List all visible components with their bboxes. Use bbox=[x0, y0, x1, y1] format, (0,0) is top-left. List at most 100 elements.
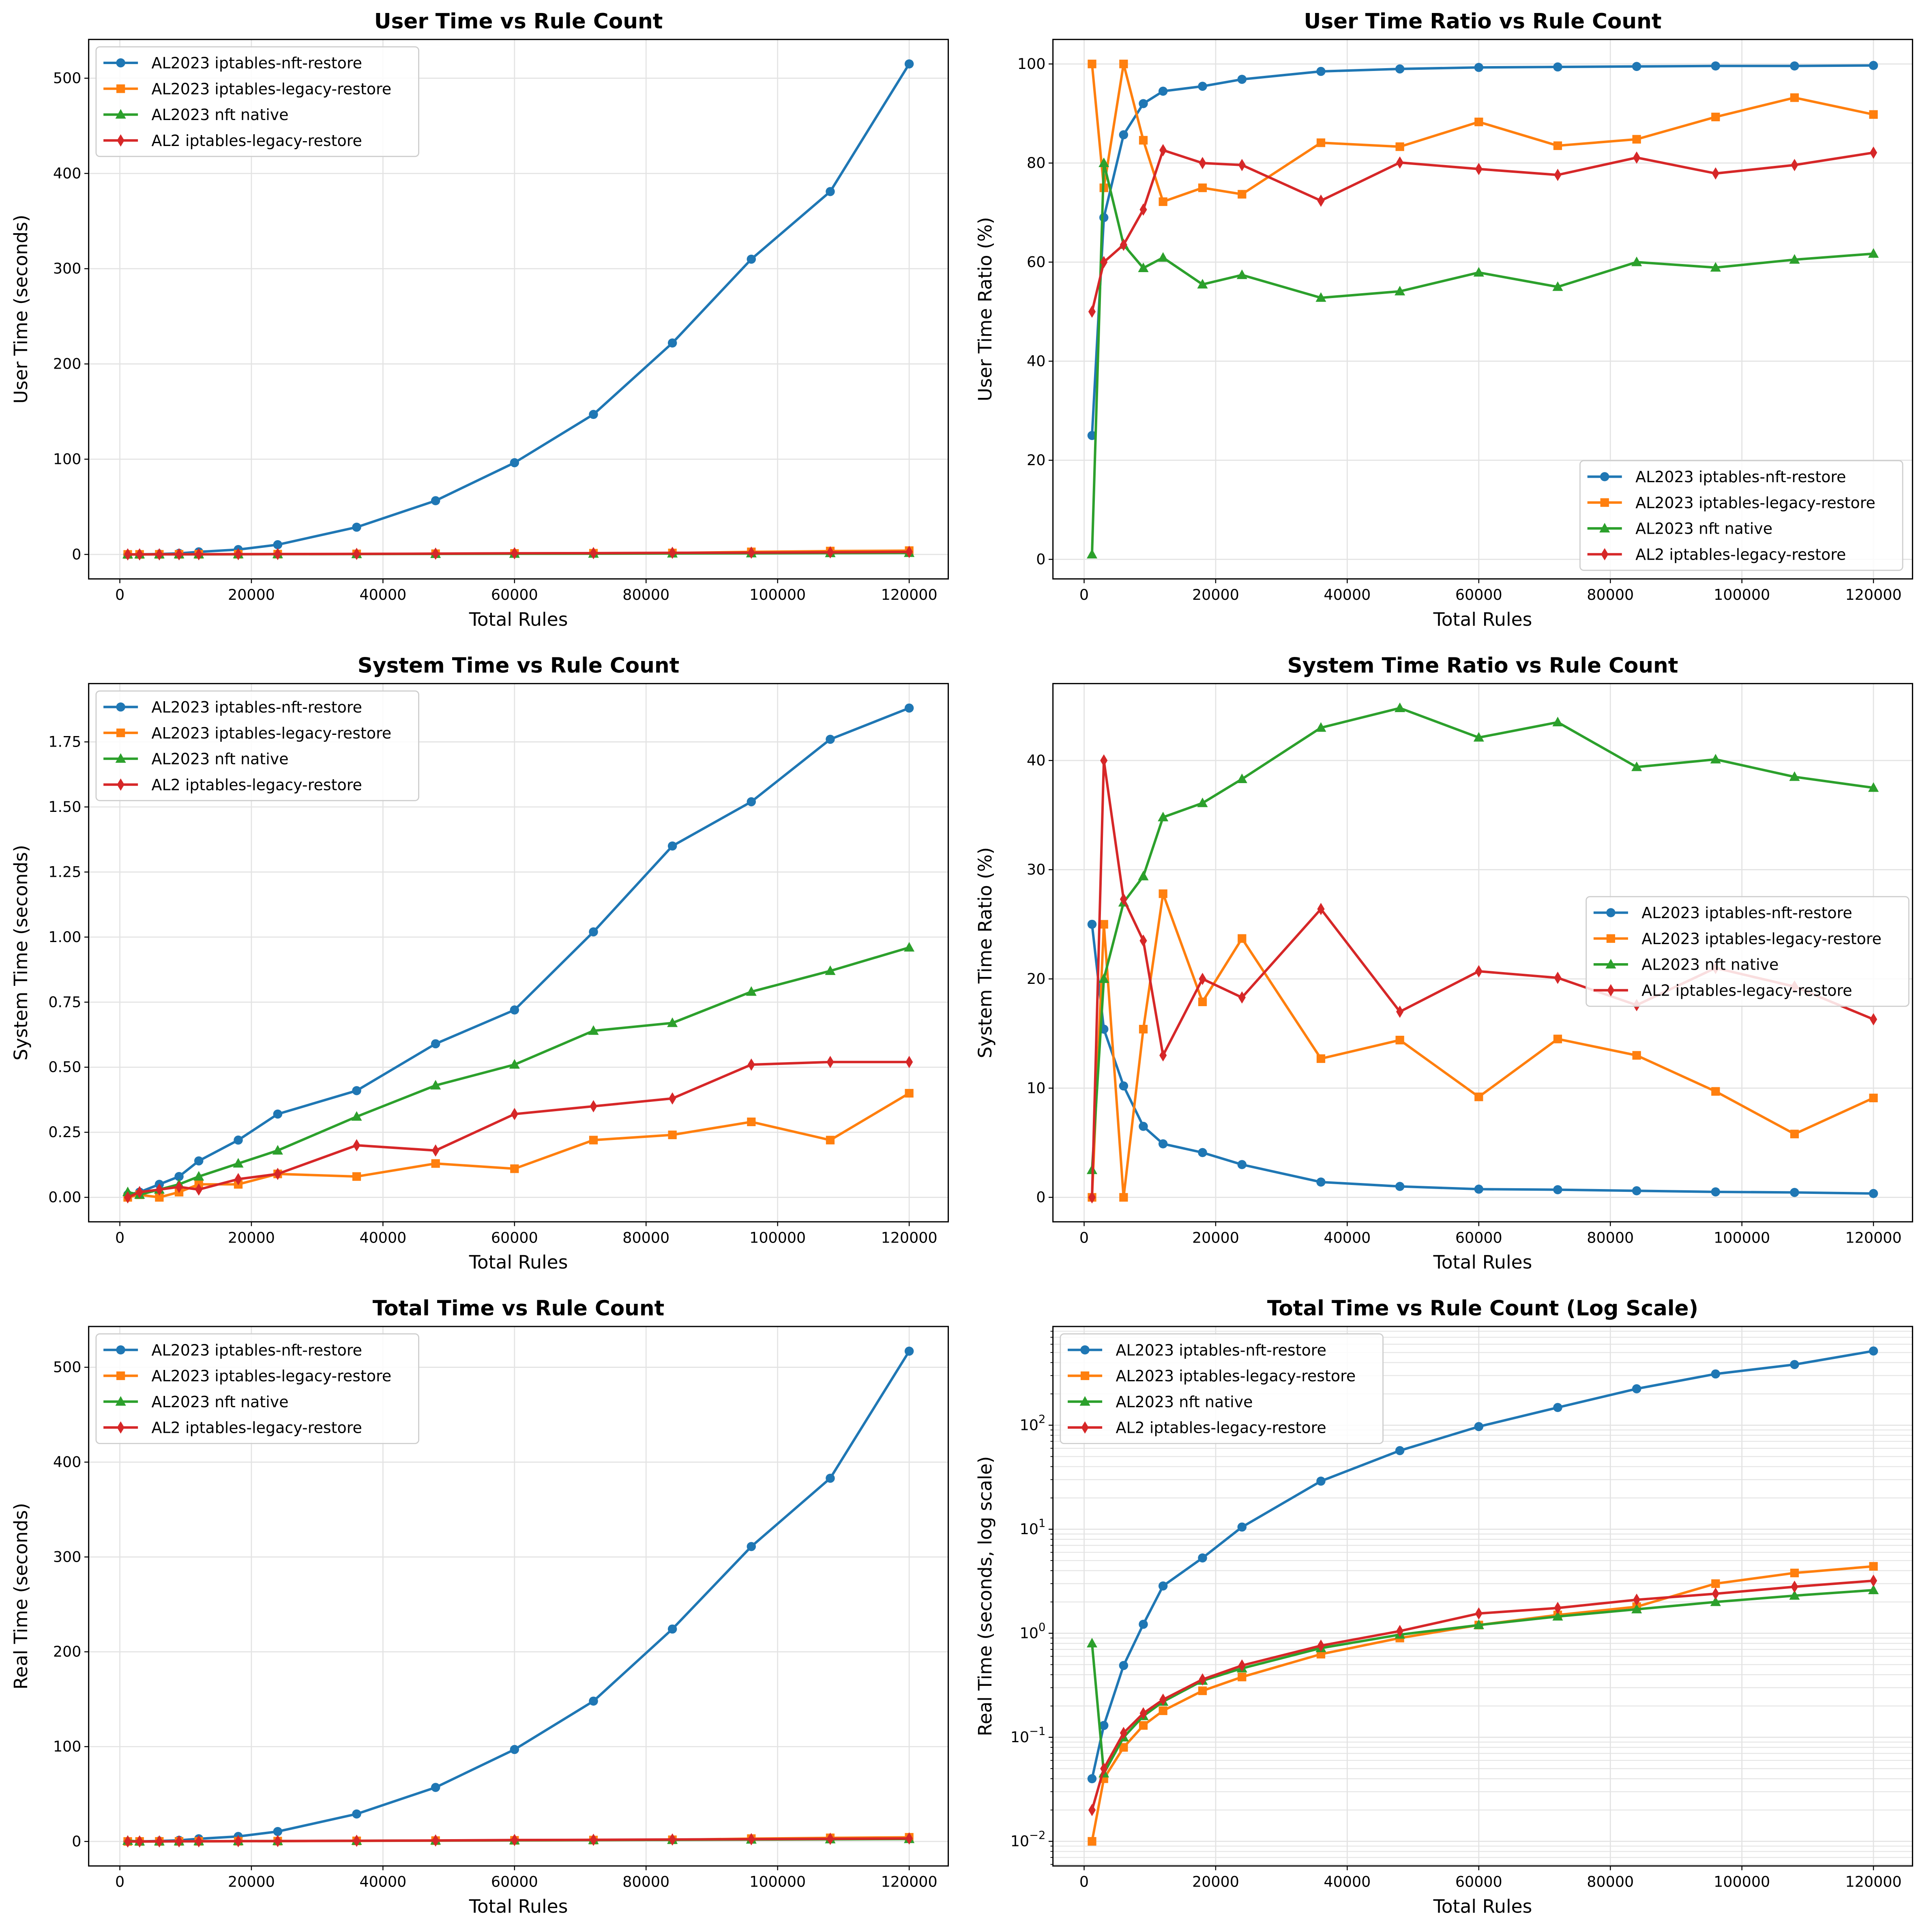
legend: AL2023 iptables-nft-restore AL2023 iptabl… bbox=[1579, 460, 1903, 571]
legend-marker bbox=[1080, 1345, 1090, 1355]
legend-label: AL2023 nft native bbox=[152, 106, 289, 124]
data-point bbox=[747, 1542, 756, 1551]
data-point bbox=[432, 1144, 440, 1157]
x-tick-label: 120000 bbox=[881, 1873, 938, 1891]
y-tick-label: 1.75 bbox=[48, 733, 81, 751]
y-tick-label: 0.25 bbox=[48, 1123, 81, 1141]
data-point bbox=[1790, 1569, 1799, 1578]
data-point bbox=[1396, 156, 1404, 169]
data-point bbox=[1238, 1672, 1247, 1681]
data-point bbox=[234, 1136, 243, 1145]
data-point bbox=[431, 1039, 440, 1049]
data-point bbox=[272, 1145, 283, 1155]
legend-box bbox=[95, 1333, 419, 1444]
data-point bbox=[352, 1086, 361, 1095]
x-tick-label: 40000 bbox=[1324, 586, 1371, 603]
data-point bbox=[1791, 159, 1798, 172]
data-point bbox=[1789, 771, 1800, 781]
data-point bbox=[174, 1172, 184, 1181]
data-point bbox=[589, 410, 598, 419]
data-point bbox=[1553, 1403, 1562, 1412]
data-point bbox=[1139, 136, 1148, 145]
axes-frame bbox=[1052, 39, 1913, 580]
data-point bbox=[351, 1111, 362, 1121]
legend-label: AL2 iptables-legacy-restore bbox=[1635, 545, 1846, 563]
data-point bbox=[826, 1136, 835, 1144]
y-axis-label: Real Time (seconds) bbox=[10, 1503, 32, 1689]
data-point bbox=[1237, 1160, 1247, 1169]
data-point bbox=[234, 1835, 242, 1848]
y-axis-label: System Time Ratio (%) bbox=[974, 847, 996, 1058]
data-point bbox=[1086, 1638, 1098, 1648]
data-point bbox=[1087, 431, 1097, 440]
data-point bbox=[1199, 972, 1206, 985]
data-point bbox=[1632, 62, 1641, 71]
x-tick-label: 60000 bbox=[1455, 1873, 1502, 1891]
data-point bbox=[1238, 159, 1246, 172]
data-point bbox=[1869, 1562, 1878, 1571]
y-axis-label: User Time (seconds) bbox=[10, 215, 32, 404]
legend-label: AL2023 iptables-legacy-restore bbox=[1116, 1367, 1356, 1385]
x-tick-label: 20000 bbox=[1192, 586, 1239, 603]
data-point bbox=[510, 1164, 519, 1173]
data-point bbox=[589, 1696, 598, 1706]
data-point bbox=[747, 546, 755, 559]
series-al2023-iptables-legacy-restore bbox=[1088, 889, 1878, 1202]
x-tick-label: 0 bbox=[1079, 586, 1089, 603]
data-point bbox=[747, 797, 756, 807]
data-point bbox=[747, 254, 756, 264]
data-point bbox=[1710, 753, 1721, 764]
data-point bbox=[1119, 1661, 1129, 1670]
data-point bbox=[1790, 1360, 1799, 1369]
y-tick-label: 1.25 bbox=[48, 863, 81, 880]
x-axis-label: Total Rules bbox=[1433, 609, 1532, 630]
x-tick-label: 0 bbox=[115, 586, 124, 603]
data-point bbox=[1712, 1587, 1719, 1600]
data-point bbox=[1711, 61, 1721, 71]
data-point bbox=[1099, 1721, 1109, 1730]
data-point bbox=[1633, 151, 1641, 164]
data-point bbox=[1119, 1193, 1128, 1202]
data-point bbox=[1396, 1625, 1404, 1638]
data-point bbox=[1473, 732, 1484, 742]
x-tick-label: 0 bbox=[115, 1229, 124, 1246]
data-point bbox=[1099, 213, 1109, 222]
data-point bbox=[1238, 1659, 1246, 1672]
data-point bbox=[1396, 1005, 1404, 1018]
legend-marker bbox=[1605, 959, 1616, 969]
legend-marker bbox=[115, 109, 126, 119]
data-point bbox=[747, 1058, 755, 1071]
data-point bbox=[1395, 286, 1405, 296]
x-tick-label: 120000 bbox=[881, 1229, 938, 1246]
y-tick-label: 0.75 bbox=[48, 993, 81, 1011]
y-tick-label: 1.50 bbox=[48, 798, 81, 816]
x-tick-label: 40000 bbox=[359, 586, 406, 603]
legend-label: AL2023 iptables-nft-restore bbox=[1635, 468, 1846, 486]
data-point bbox=[1088, 1837, 1096, 1846]
data-point bbox=[1869, 110, 1878, 119]
legend-marker bbox=[116, 702, 125, 712]
data-point bbox=[1711, 112, 1720, 122]
y-tick-label: 400 bbox=[53, 165, 82, 182]
legend-box bbox=[95, 690, 419, 801]
data-point bbox=[1711, 1579, 1720, 1588]
x-tick-label: 100000 bbox=[749, 1229, 806, 1246]
data-point bbox=[1790, 1188, 1799, 1197]
y-tick-label: 10−1 bbox=[1011, 1725, 1046, 1746]
data-point bbox=[667, 338, 677, 348]
x-tick-label: 80000 bbox=[1587, 586, 1634, 603]
data-point bbox=[1238, 190, 1247, 199]
data-point bbox=[1119, 60, 1128, 69]
data-point bbox=[1633, 1593, 1641, 1606]
legend-label: AL2023 iptables-nft-restore bbox=[152, 1341, 362, 1359]
legend-label: AL2 iptables-legacy-restore bbox=[152, 776, 362, 794]
y-tick-label: 40 bbox=[1027, 751, 1045, 769]
data-point bbox=[1099, 920, 1108, 929]
data-point bbox=[431, 496, 440, 505]
y-tick-label: 102 bbox=[1020, 1413, 1046, 1434]
y-tick-label: 20 bbox=[1027, 970, 1045, 987]
legend-marker bbox=[1606, 934, 1616, 943]
data-point bbox=[1099, 973, 1109, 983]
data-point bbox=[1791, 1580, 1798, 1593]
